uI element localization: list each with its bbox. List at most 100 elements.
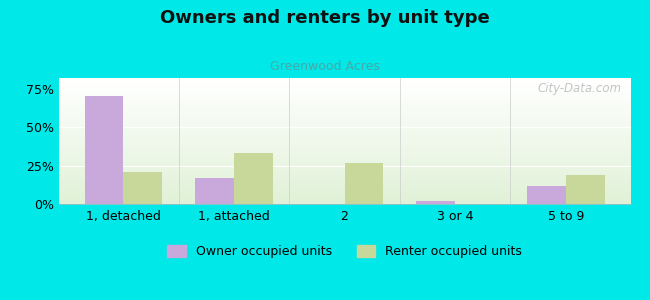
Bar [58,143,630,144]
Bar [58,161,630,162]
Bar [58,79,630,80]
Bar [58,137,630,138]
Bar [195,178,234,204]
Bar [58,157,630,158]
Bar [58,90,630,91]
Bar [58,108,630,109]
Bar [58,165,630,166]
Bar [58,139,630,140]
Bar [58,84,630,85]
Bar [58,99,630,100]
Bar [58,123,630,124]
Bar [58,114,630,115]
Bar [58,97,630,98]
Bar [58,87,630,88]
Bar [58,159,630,160]
Bar [58,125,630,126]
Bar [58,136,630,137]
Bar [58,142,630,143]
Bar [58,133,630,134]
Bar [58,104,630,105]
Bar [58,203,630,204]
Bar [58,91,630,92]
Bar [58,82,630,83]
Bar [58,112,630,113]
Bar [58,98,630,99]
Bar [58,140,630,141]
Bar [58,168,630,169]
Bar [58,188,630,189]
Bar [58,151,630,152]
Bar [58,179,630,180]
Bar [58,145,630,146]
Bar [58,193,630,194]
Bar [58,198,630,199]
Bar [58,134,630,135]
Bar [58,196,630,197]
Bar [58,81,630,82]
Bar [58,116,630,117]
Bar [58,177,630,178]
Bar [58,102,630,103]
Bar [58,158,630,159]
Bar [58,197,630,198]
Bar [58,160,630,161]
Bar [58,195,630,196]
Bar [58,101,630,102]
Bar [58,155,630,156]
Bar [58,80,630,81]
Bar [58,135,630,136]
Bar [58,124,630,125]
Bar [58,93,630,94]
Bar [58,176,630,177]
Bar [58,86,630,87]
Bar [58,127,630,128]
Bar [58,78,630,79]
Bar [58,89,630,90]
Bar [58,172,630,173]
Legend: Owner occupied units, Renter occupied units: Owner occupied units, Renter occupied un… [162,240,527,263]
Bar [58,180,630,181]
Bar [58,130,630,131]
Bar [58,166,630,167]
Bar [58,111,630,112]
Bar [58,184,630,185]
Bar [58,163,630,164]
Bar [58,115,630,116]
Bar [58,187,630,188]
Text: Owners and renters by unit type: Owners and renters by unit type [160,9,490,27]
Bar [58,190,630,191]
Bar [58,167,630,168]
Bar [58,162,630,163]
Bar [58,156,630,157]
Bar [58,106,630,107]
Bar [58,199,630,200]
Bar [84,96,124,204]
Bar [566,175,604,204]
Bar [58,131,630,132]
Bar [58,152,630,153]
Bar [58,201,630,202]
Bar [58,147,630,148]
Bar [58,120,630,121]
Bar [58,141,630,142]
Text: City-Data.com: City-Data.com [538,82,622,95]
Bar [58,107,630,108]
Bar [58,200,630,201]
Bar [58,105,630,106]
Bar [124,172,162,204]
Bar [58,129,630,130]
Bar [58,146,630,147]
Bar [58,174,630,175]
Bar [58,85,630,86]
Bar [58,169,630,170]
Bar [58,122,630,123]
Bar [58,173,630,174]
Bar [58,202,630,203]
Bar [58,164,630,165]
Bar [58,121,630,122]
Bar [58,94,630,95]
Bar [58,171,630,172]
Bar [234,153,272,204]
Bar [58,170,630,171]
